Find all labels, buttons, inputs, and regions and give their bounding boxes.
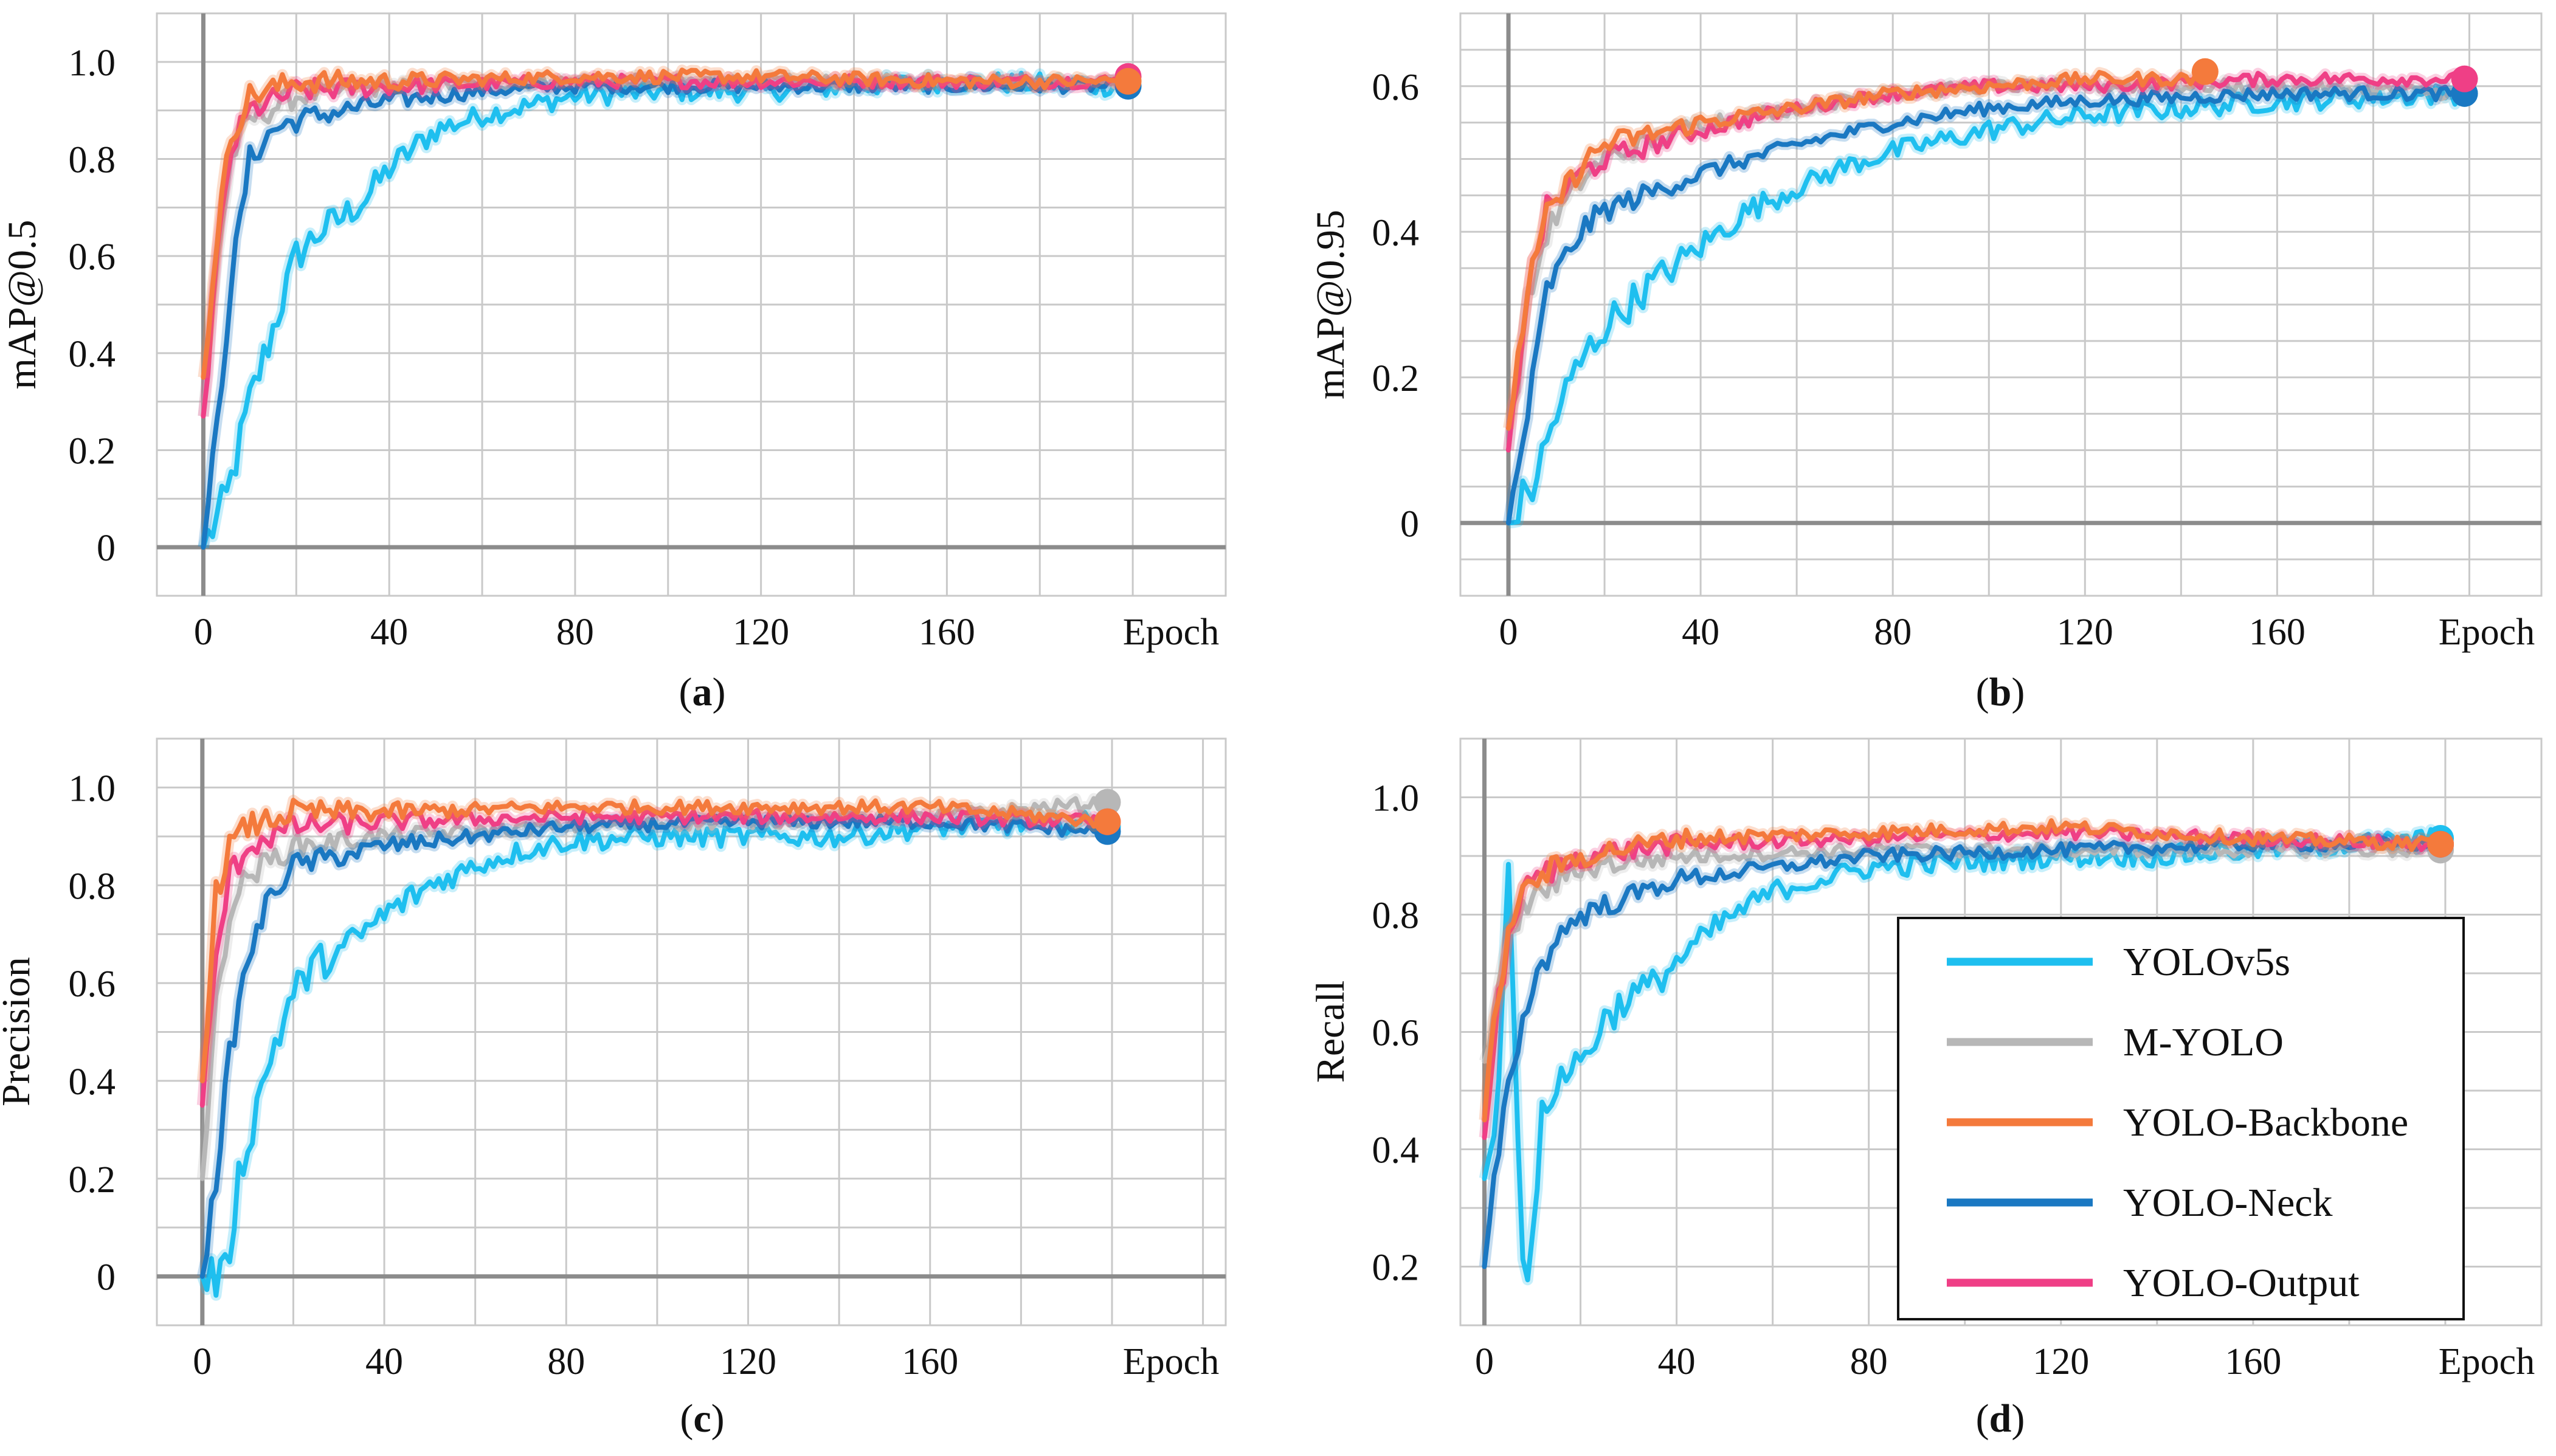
series-line-yolo-backbone <box>201 67 1131 380</box>
y-tick-label: 0.8 <box>1372 895 1420 937</box>
x-axis-label: Epoch <box>1123 1341 1219 1382</box>
x-tick-label: 120 <box>2033 1341 2089 1382</box>
series-endpoint-m-yolo <box>1094 788 1121 816</box>
series-band-m-yolo <box>198 69 1133 417</box>
legend-label: YOLO-Neck <box>2123 1181 2333 1225</box>
series-line-yolo-neck <box>1506 85 2467 526</box>
x-axis-label: Epoch <box>1123 612 1219 653</box>
legend-label: YOLOv5s <box>2123 940 2290 984</box>
series-line-yolo-neck <box>201 77 1131 550</box>
y-tick-label: 0 <box>97 528 116 569</box>
x-tick-label: 80 <box>1874 612 1912 653</box>
series-line-yolo-backbone <box>199 798 1110 1083</box>
y-tick-label: 0.2 <box>1372 1247 1420 1289</box>
x-tick-label: 80 <box>556 612 594 653</box>
y-tick-label: 0.6 <box>69 236 116 278</box>
x-tick-label: 0 <box>1475 1341 1494 1382</box>
series-line-m-yolo <box>201 72 1131 419</box>
x-tick-label: 160 <box>919 612 975 653</box>
x-tick-label: 120 <box>2057 612 2113 653</box>
y-tick-label: 0.6 <box>1372 67 1420 108</box>
y-tick-label: 0 <box>97 1257 116 1299</box>
legend-label: YOLO-Backbone <box>2123 1100 2408 1145</box>
x-tick-label: 40 <box>1682 612 1719 653</box>
chart-b: 0 0.2 0.4 0.6 0 40 80 120 160 Epoch mAP@0.95 (b) <box>1308 12 2543 714</box>
x-axis-label: Epoch <box>2439 1341 2535 1382</box>
chart-a: 0 0.2 0.4 0.6 0.8 1.0 0 40 80 120 160 Epoch mAP@0.5 (… <box>0 12 1227 714</box>
x-tick-label: 160 <box>902 1341 958 1382</box>
series-band-yolov5s <box>198 67 1133 549</box>
panel-caption: (c) <box>680 1396 724 1441</box>
x-axis-label: Epoch <box>2439 612 2535 653</box>
y-axis-label: Recall <box>1308 981 1353 1083</box>
x-tick-label: 160 <box>2249 612 2306 653</box>
y-axis-label: mAP@0.95 <box>1308 210 1353 399</box>
y-tick-label: 0.4 <box>69 1061 116 1103</box>
x-tick-label: 160 <box>2225 1341 2281 1382</box>
y-tick-label: 0.4 <box>69 334 116 375</box>
y-tick-label: 1.0 <box>1372 778 1420 819</box>
y-tick-label: 0.6 <box>1372 1013 1420 1054</box>
y-tick-label: 1.0 <box>69 43 116 84</box>
series-line-yolo-output <box>201 72 1131 419</box>
x-tick-label: 80 <box>1850 1341 1888 1382</box>
series-line-yolov5s <box>201 71 1131 550</box>
series-line-yolo-backbone <box>1506 70 2208 431</box>
series-line-yolo-backbone <box>1482 818 2444 1123</box>
panel-caption: (a) <box>679 670 726 714</box>
x-tick-label: 40 <box>365 1341 403 1382</box>
panel-caption: (b) <box>1976 670 2025 714</box>
legend: YOLOv5s M-YOLO YOLO-Backbone YOLO-Neck YOLO-… <box>1897 917 2465 1320</box>
y-tick-label: 0.8 <box>69 866 116 907</box>
y-tick-label: 1.0 <box>69 768 116 809</box>
y-axis-label: Precision <box>0 957 38 1106</box>
x-tick-label: 0 <box>1499 612 1518 653</box>
y-axis-label: mAP@0.5 <box>0 220 44 390</box>
series-band-yolo-neck <box>198 74 1133 548</box>
y-tick-label: 0.6 <box>69 964 116 1005</box>
series-endpoint-yolo-output <box>2451 65 2478 92</box>
y-tick-label: 0.4 <box>1372 212 1420 254</box>
series-endpoint-yolo-backbone <box>1114 67 1142 95</box>
legend-label: YOLO-Output <box>2123 1261 2360 1305</box>
chart-c: 0 0.2 0.4 0.6 0.8 1.0 0 40 80 120 160 Epoch Precisio… <box>0 737 1227 1441</box>
y-tick-label: 0.2 <box>69 431 116 472</box>
legend-label: M-YOLO <box>2123 1020 2284 1064</box>
x-tick-label: 0 <box>194 612 213 653</box>
y-tick-label: 0 <box>1400 503 1419 545</box>
series-endpoint-yolo-backbone <box>2191 58 2219 85</box>
series-endpoint-yolo-backbone <box>2427 830 2454 858</box>
x-tick-label: 120 <box>720 1341 776 1382</box>
series-line-yolo-output <box>1506 71 2467 453</box>
x-tick-label: 80 <box>547 1341 585 1382</box>
series-line-yolo-neck <box>199 813 1110 1279</box>
series-band-yolo-output <box>198 69 1133 417</box>
series-endpoint-yolo-backbone <box>1094 808 1121 835</box>
y-tick-label: 0.2 <box>69 1159 116 1201</box>
x-tick-label: 40 <box>370 612 408 653</box>
chart-d: 0.2 0.4 0.6 0.8 1.0 0 40 80 120 160 Epoch Recall (d)… <box>1308 737 2543 1441</box>
y-tick-label: 0.2 <box>1372 358 1420 399</box>
panel-caption: (d) <box>1976 1396 2025 1441</box>
y-tick-label: 0.8 <box>69 140 116 181</box>
x-tick-label: 40 <box>1658 1341 1696 1382</box>
x-tick-label: 120 <box>733 612 789 653</box>
x-tick-label: 0 <box>193 1341 212 1382</box>
y-tick-label: 0.4 <box>1372 1130 1420 1171</box>
